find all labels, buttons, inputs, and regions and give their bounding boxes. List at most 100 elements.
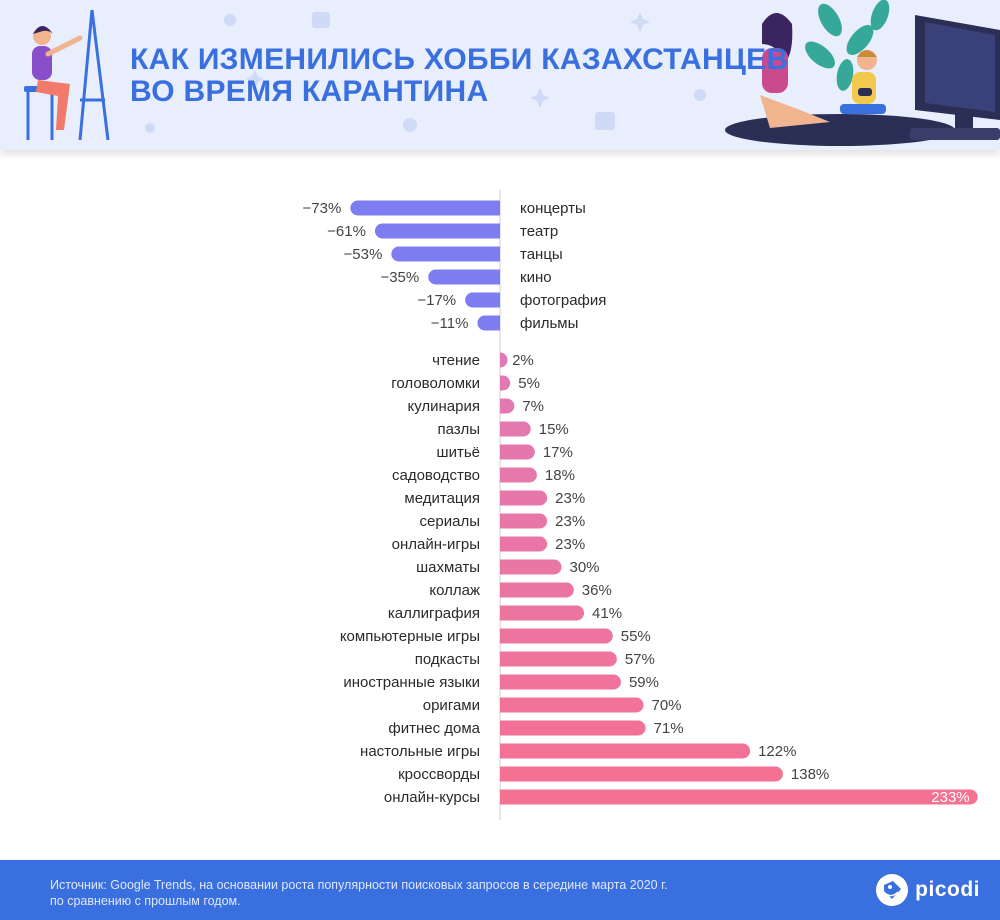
category-label: коллаж <box>429 582 480 599</box>
data-label: −53% <box>344 246 383 263</box>
category-label: кроссворды <box>398 766 480 783</box>
bar <box>500 697 644 713</box>
bar <box>500 559 562 575</box>
bar <box>500 536 548 552</box>
bar <box>500 375 511 391</box>
data-label: 18% <box>545 467 575 484</box>
data-label: 17% <box>543 444 573 461</box>
data-label: −11% <box>431 315 469 332</box>
bar <box>428 269 500 285</box>
category-label: фитнес дома <box>388 720 480 737</box>
sparkle-icon <box>630 12 650 32</box>
logo-text: picodi <box>915 878 980 901</box>
painter-illustration <box>24 9 110 141</box>
category-label: иностранные языки <box>343 674 480 691</box>
category-label: пазлы <box>437 421 480 438</box>
bar <box>500 605 585 621</box>
bar <box>465 292 500 308</box>
title-line-1: КАК ИЗМЕНИЛИСЬ ХОББИ КАЗАХСТАНЦЕВ <box>130 43 789 76</box>
like-icon <box>595 112 615 130</box>
data-label: 23% <box>555 513 585 530</box>
bar <box>500 743 751 759</box>
deco-circle-icon <box>145 123 155 133</box>
category-label: танцы <box>520 246 563 263</box>
data-label: 138% <box>791 766 829 783</box>
data-label: 23% <box>555 490 585 507</box>
data-label: 2% <box>512 352 534 369</box>
bar <box>500 421 531 437</box>
data-label: 23% <box>555 536 585 553</box>
bar <box>500 766 783 782</box>
data-label: 233% <box>931 789 969 806</box>
bar <box>500 789 978 805</box>
source-line-1: Источник: Google Trends, на основании ро… <box>50 878 668 892</box>
bar <box>374 223 500 239</box>
category-label: театр <box>520 223 558 240</box>
header-illustration <box>24 0 1000 146</box>
bar <box>350 200 500 216</box>
source-line-2: по сравнению с прошлым годом. <box>50 894 241 908</box>
category-label: шитьё <box>437 444 480 461</box>
data-label: 71% <box>654 720 684 737</box>
category-label: чтение <box>432 352 480 369</box>
picodi-tag-icon <box>876 874 909 906</box>
gamers-illustration <box>725 0 1000 146</box>
like-icon <box>312 12 330 28</box>
deco-circle-icon <box>403 118 417 132</box>
footer: Источник: Google Trends, на основании ро… <box>0 860 1000 920</box>
page-title: КАК ИЗМЕНИЛИСЬ ХОББИ КАЗАХСТАНЦЕВ ВО ВРЕ… <box>130 44 788 108</box>
category-label: кино <box>520 269 552 286</box>
deco-circle-icon <box>224 14 236 26</box>
sparkle-icon <box>530 88 550 108</box>
data-label: 36% <box>582 582 612 599</box>
bar <box>500 628 613 644</box>
picodi-logo[interactable]: picodi <box>875 871 980 909</box>
data-label: −61% <box>327 223 366 240</box>
category-label: настольные игры <box>360 743 480 760</box>
bar <box>500 490 548 506</box>
category-label: садоводство <box>392 467 480 484</box>
category-label: концерты <box>520 200 586 217</box>
category-label: медитация <box>404 490 480 507</box>
bar <box>500 720 646 736</box>
bar <box>391 246 500 262</box>
data-label: −73% <box>303 200 342 217</box>
bar <box>500 444 535 460</box>
category-label: компьютерные игры <box>340 628 480 645</box>
data-label: 15% <box>539 421 569 438</box>
data-label: 55% <box>621 628 651 645</box>
deco-circle-icon <box>694 89 706 101</box>
bar <box>500 651 617 667</box>
bar <box>500 352 508 368</box>
data-label: 57% <box>625 651 655 668</box>
data-label: 30% <box>570 559 600 576</box>
category-label: каллиграфия <box>388 605 480 622</box>
bar <box>500 582 574 598</box>
category-label: шахматы <box>416 559 480 576</box>
data-label: 59% <box>629 674 659 691</box>
data-label: 122% <box>758 743 796 760</box>
bar <box>477 315 500 331</box>
data-label: 5% <box>518 375 540 392</box>
category-label: головоломки <box>391 375 480 392</box>
category-label: фотография <box>520 292 606 309</box>
data-label: 70% <box>652 697 682 714</box>
data-label: 41% <box>592 605 622 622</box>
title-line-2: ВО ВРЕМЯ КАРАНТИНА <box>130 75 489 108</box>
header-banner: КАК ИЗМЕНИЛИСЬ ХОББИ КАЗАХСТАНЦЕВ ВО ВРЕ… <box>0 0 1000 150</box>
bar <box>500 513 548 529</box>
bar <box>500 467 537 483</box>
hobby-change-chart: −73% концерты −61% театр −53% танцы −35% кино −1… <box>303 190 978 820</box>
category-label: фильмы <box>520 315 578 332</box>
data-label: −17% <box>417 292 456 309</box>
category-label: сериалы <box>420 513 480 530</box>
category-label: онлайн-курсы <box>384 789 480 806</box>
data-label: −35% <box>380 269 419 286</box>
source-note: Источник: Google Trends, на основании ро… <box>50 877 668 909</box>
bar <box>500 674 621 690</box>
category-label: оригами <box>423 697 480 714</box>
bar <box>500 398 515 414</box>
sparkle-icon <box>246 70 264 88</box>
category-label: подкасты <box>415 651 480 668</box>
category-label: онлайн-игры <box>392 536 480 553</box>
